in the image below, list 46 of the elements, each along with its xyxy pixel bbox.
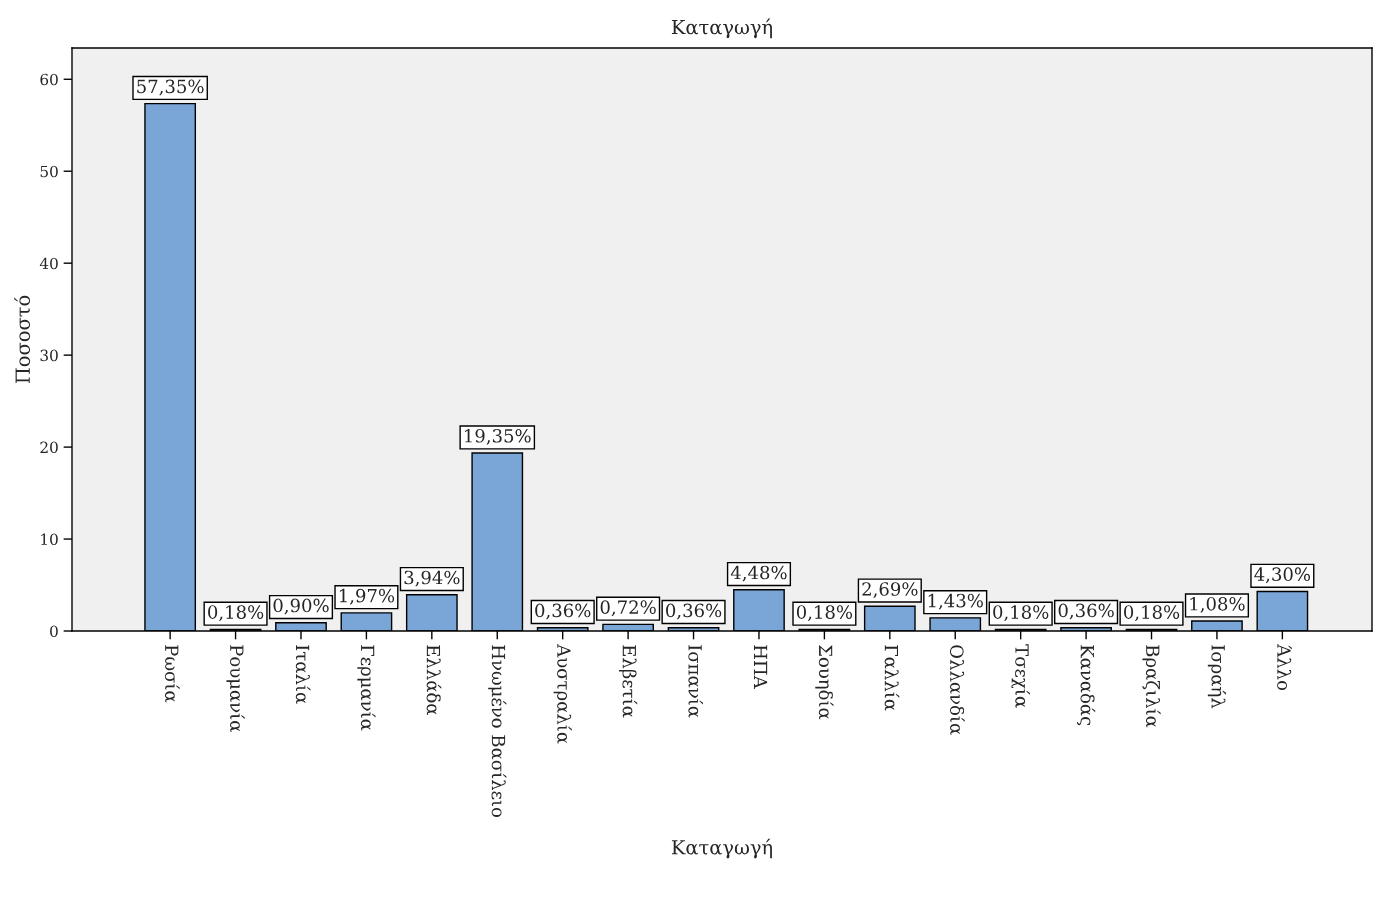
data-label: 1,97%: [339, 588, 395, 605]
data-label: 0,72%: [600, 600, 656, 617]
data-label: 4,30%: [1254, 567, 1311, 584]
data-label: 0,90%: [273, 598, 329, 615]
x-tick-label: Γαλλία: [884, 645, 900, 711]
x-tick-label: Ρουμανία: [226, 645, 245, 732]
x-tick-label: Ρωσία: [164, 645, 180, 703]
x-tick-label: Ελβετία: [619, 645, 638, 718]
x-tick-label: Ισπανία: [688, 645, 703, 718]
x-tick-label: Ολλανδία: [950, 645, 965, 735]
y-tick-label: 60: [40, 73, 58, 86]
data-label: 4,48%: [730, 565, 787, 582]
x-tick-label: Ισραήλ: [1207, 645, 1227, 709]
data-label: 3,94%: [404, 570, 460, 587]
data-label: 0,36%: [1058, 603, 1114, 620]
data-label: 0,36%: [666, 603, 722, 620]
y-tick-label: 0: [50, 625, 58, 638]
y-axis-title: Ποσοστό: [14, 295, 31, 384]
data-label: 1,43%: [928, 593, 983, 610]
x-tick-label: Καναδάς: [1076, 645, 1096, 726]
x-tick-label: Άλλο: [1277, 644, 1292, 691]
chart-title: Καταγωγή: [671, 18, 772, 39]
x-tick-label: Ηνωμένο Βασίλειο: [488, 645, 507, 818]
x-axis-title: Καταγωγή: [671, 838, 772, 859]
x-tick-label: Αυστραλία: [553, 644, 572, 744]
x-tick-label: Ιταλία: [295, 645, 311, 704]
data-label: 0,18%: [1124, 605, 1180, 622]
y-tick-label: 20: [40, 441, 58, 454]
x-tick-label: Ελλάδα: [426, 645, 442, 716]
x-tick-label: Γερμανία: [357, 645, 376, 731]
data-label: 0,18%: [208, 605, 264, 622]
x-tick-label: Σουηδία: [815, 644, 834, 720]
y-tick-label: 10: [41, 533, 58, 546]
data-label: 0,18%: [796, 605, 853, 622]
y-tick-label: 40: [39, 257, 58, 270]
data-label: 19,35%: [465, 428, 531, 445]
data-label: 2,69%: [862, 582, 918, 599]
y-tick-label: 50: [40, 165, 58, 178]
data-label: 57,35%: [137, 79, 204, 96]
x-tick-label: Βραζιλία: [1142, 645, 1161, 728]
data-label: 1,08%: [1190, 596, 1245, 613]
x-tick-label: Τσεχία: [1011, 644, 1030, 708]
data-label: 0,18%: [993, 605, 1049, 622]
x-tick-label: ΗΠΑ: [753, 645, 768, 689]
y-tick-label: 30: [40, 349, 58, 362]
data-label: 0,36%: [535, 603, 591, 620]
